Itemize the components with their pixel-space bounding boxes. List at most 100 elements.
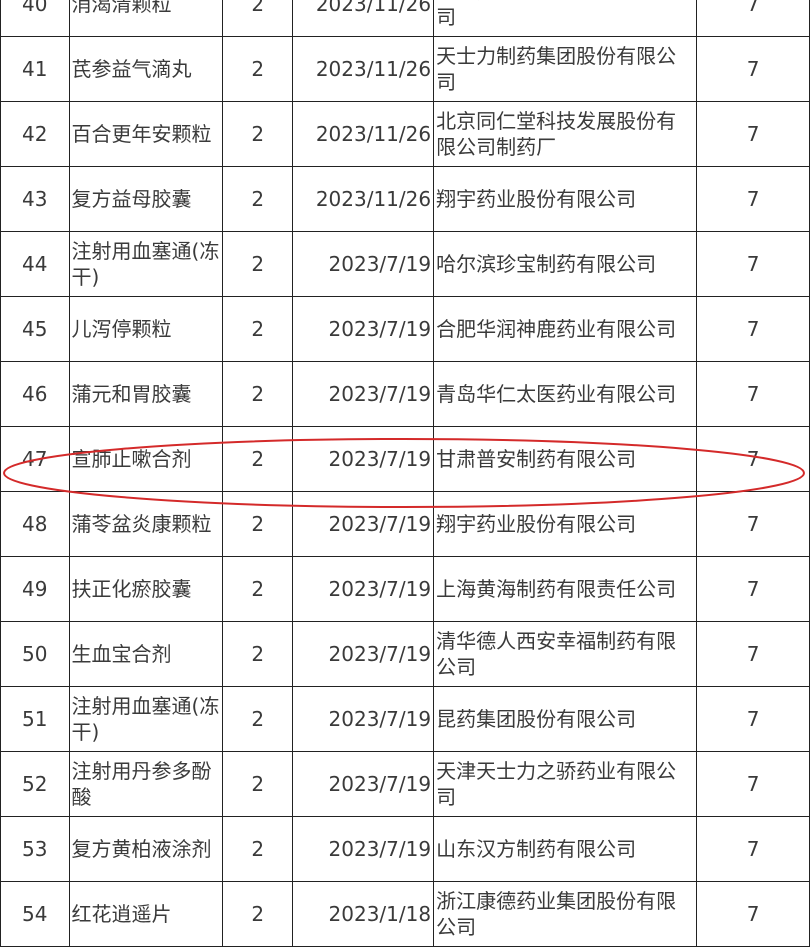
table-row: 51 注射用血塞通(冻干) 2 2023/7/19 昆药集团股份有限公司 7 <box>0 686 810 752</box>
cell-name: 注射用丹参多酚酸 <box>68 751 224 817</box>
cell-no: 41 <box>0 36 70 102</box>
table-row: 46 蒲元和胃胶囊 2 2023/7/19 青岛华仁太医药业有限公司 7 <box>0 361 810 427</box>
cell-days: 7 <box>696 686 810 752</box>
table-row: 52 注射用丹参多酚酸 2 2023/7/19 天津天士力之骄药业有限公司 7 <box>0 751 810 817</box>
cell-name: 注射用血塞通(冻干) <box>68 231 224 297</box>
cell-date: 2023/7/19 <box>292 231 435 297</box>
table-row: 42 百合更年安颗粒 2 2023/11/26 北京同仁堂科技发展股份有限公司制药厂 7 <box>0 101 810 167</box>
cell-no: 50 <box>0 621 70 687</box>
cell-qty: 2 <box>222 881 294 947</box>
cell-days: 7 <box>696 101 810 167</box>
cell-qty: 2 <box>222 621 294 687</box>
cell-date: 2023/7/19 <box>292 816 435 882</box>
cell-date: 2023/11/26 <box>292 0 435 37</box>
cell-date: 2023/11/26 <box>292 166 435 232</box>
cell-date: 2023/7/19 <box>292 491 435 557</box>
table-row: 43 复方益母胶囊 2 2023/11/26 翔宇药业股份有限公司 7 <box>0 166 810 232</box>
cell-company: 上海黄海制药有限责任公司 <box>433 556 698 622</box>
cell-company: 山东汉方制药有限公司 <box>433 816 698 882</box>
cell-qty: 2 <box>222 491 294 557</box>
cell-no: 54 <box>0 881 70 947</box>
cell-days: 7 <box>696 621 810 687</box>
cell-company: 北京同仁堂科技发展股份有限公司制药厂 <box>433 101 698 167</box>
cell-date: 2023/7/19 <box>292 751 435 817</box>
cell-days: 7 <box>696 491 810 557</box>
cell-days: 7 <box>696 166 810 232</box>
cell-no: 53 <box>0 816 70 882</box>
cell-name: 宣肺止嗽合剂 <box>68 426 224 492</box>
table-row: 50 生血宝合剂 2 2023/7/19 清华德人西安幸福制药有限公司 7 <box>0 621 810 687</box>
cell-qty: 2 <box>222 426 294 492</box>
cell-qty: 2 <box>222 166 294 232</box>
cell-no: 45 <box>0 296 70 362</box>
cell-qty: 2 <box>222 751 294 817</box>
cell-no: 48 <box>0 491 70 557</box>
cell-date: 2023/7/19 <box>292 686 435 752</box>
cell-name: 消渴清颗粒 <box>68 0 224 37</box>
cell-qty: 2 <box>222 816 294 882</box>
cell-days: 7 <box>696 426 810 492</box>
cell-name: 红花逍遥片 <box>68 881 224 947</box>
cell-qty: 2 <box>222 686 294 752</box>
cell-company: 哈尔滨珍宝制药有限公司 <box>433 231 698 297</box>
cell-qty: 2 <box>222 361 294 427</box>
cell-date: 2023/7/19 <box>292 426 435 492</box>
cell-name: 蒲苓盆炎康颗粒 <box>68 491 224 557</box>
table-row: 45 儿泻停颗粒 2 2023/7/19 合肥华润神鹿药业有限公司 7 <box>0 296 810 362</box>
cell-qty: 2 <box>222 556 294 622</box>
cell-name: 生血宝合剂 <box>68 621 224 687</box>
cell-days: 7 <box>696 361 810 427</box>
cell-no: 46 <box>0 361 70 427</box>
cell-company: 天士力制药集团股份有限公司 <box>433 0 698 37</box>
cell-no: 44 <box>0 231 70 297</box>
cell-no: 52 <box>0 751 70 817</box>
cell-company: 昆药集团股份有限公司 <box>433 686 698 752</box>
cell-name: 芪参益气滴丸 <box>68 36 224 102</box>
cell-days: 7 <box>696 0 810 37</box>
cell-days: 7 <box>696 881 810 947</box>
cell-qty: 2 <box>222 296 294 362</box>
table-row: 54 红花逍遥片 2 2023/1/18 浙江康德药业集团股份有限公司 7 <box>0 881 810 947</box>
cell-no: 47 <box>0 426 70 492</box>
cell-days: 7 <box>696 231 810 297</box>
cell-name: 儿泻停颗粒 <box>68 296 224 362</box>
cell-name: 注射用血塞通(冻干) <box>68 686 224 752</box>
cell-days: 7 <box>696 36 810 102</box>
cell-date: 2023/7/19 <box>292 556 435 622</box>
cell-name: 蒲元和胃胶囊 <box>68 361 224 427</box>
cell-qty: 2 <box>222 101 294 167</box>
cell-company: 天士力制药集团股份有限公司 <box>433 36 698 102</box>
cell-company: 翔宇药业股份有限公司 <box>433 491 698 557</box>
cell-days: 7 <box>696 296 810 362</box>
cell-company: 清华德人西安幸福制药有限公司 <box>433 621 698 687</box>
cell-company: 合肥华润神鹿药业有限公司 <box>433 296 698 362</box>
table-row: 44 注射用血塞通(冻干) 2 2023/7/19 哈尔滨珍宝制药有限公司 7 <box>0 231 810 297</box>
table-row: 53 复方黄柏液涂剂 2 2023/7/19 山东汉方制药有限公司 7 <box>0 816 810 882</box>
cell-date: 2023/7/19 <box>292 361 435 427</box>
cell-no: 51 <box>0 686 70 752</box>
cell-date: 2023/1/18 <box>292 881 435 947</box>
cell-company: 天津天士力之骄药业有限公司 <box>433 751 698 817</box>
cell-no: 42 <box>0 101 70 167</box>
table-row: 49 扶正化瘀胶囊 2 2023/7/19 上海黄海制药有限责任公司 7 <box>0 556 810 622</box>
cell-company: 甘肃普安制药有限公司 <box>433 426 698 492</box>
cell-name: 扶正化瘀胶囊 <box>68 556 224 622</box>
cell-date: 2023/7/19 <box>292 621 435 687</box>
table-row: 47 宣肺止嗽合剂 2 2023/7/19 甘肃普安制药有限公司 7 <box>0 426 810 492</box>
cell-no: 40 <box>0 0 70 37</box>
cell-name: 复方益母胶囊 <box>68 166 224 232</box>
cell-qty: 2 <box>222 231 294 297</box>
cell-company: 青岛华仁太医药业有限公司 <box>433 361 698 427</box>
cell-qty: 2 <box>222 36 294 102</box>
cell-qty: 2 <box>222 0 294 37</box>
cell-no: 49 <box>0 556 70 622</box>
cell-days: 7 <box>696 816 810 882</box>
table-row: 41 芪参益气滴丸 2 2023/11/26 天士力制药集团股份有限公司 7 <box>0 36 810 102</box>
cell-date: 2023/11/26 <box>292 36 435 102</box>
cell-name: 复方黄柏液涂剂 <box>68 816 224 882</box>
cell-days: 7 <box>696 556 810 622</box>
cell-company: 浙江康德药业集团股份有限公司 <box>433 881 698 947</box>
cell-no: 43 <box>0 166 70 232</box>
